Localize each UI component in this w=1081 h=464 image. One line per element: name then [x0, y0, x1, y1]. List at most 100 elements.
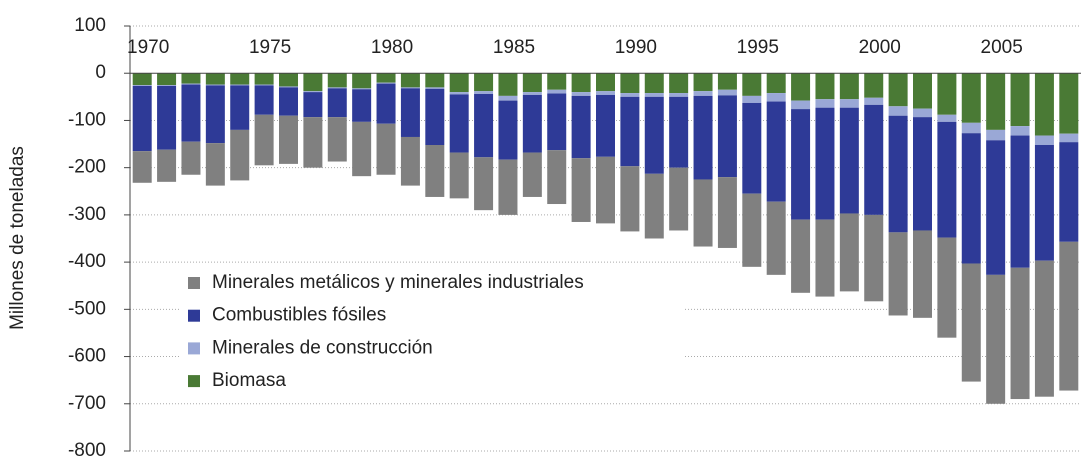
bar-segment	[644, 96, 664, 174]
bar-segment	[327, 117, 347, 162]
bar-segment	[766, 201, 786, 275]
bar-segment	[254, 73, 274, 85]
bar-segment	[157, 85, 177, 150]
bar-segment	[791, 109, 811, 220]
bar-segment	[449, 152, 469, 199]
bar-segment	[1059, 73, 1079, 134]
bar-segment	[596, 156, 615, 224]
bar-segment	[913, 230, 932, 318]
bar-segment	[864, 73, 884, 98]
bar-segment	[498, 95, 518, 101]
legend-label: Biomasa	[212, 370, 286, 391]
x-tick-label: 1980	[371, 37, 413, 58]
bar-segment	[937, 237, 957, 338]
bar-segment	[937, 73, 957, 115]
bar-segment	[132, 151, 152, 183]
bar-segment	[303, 91, 323, 93]
bar-segment	[596, 73, 615, 92]
bar-segment	[425, 87, 445, 89]
bar-segment	[961, 133, 981, 264]
bar-segment	[376, 123, 396, 175]
bar-segment	[254, 85, 274, 115]
bar-segment	[913, 108, 932, 118]
bar-segment	[717, 73, 737, 90]
bar-segment	[230, 129, 250, 181]
bar-segment	[449, 92, 469, 95]
y-tick-label: -300	[68, 204, 106, 225]
bar-segment	[474, 91, 494, 94]
bar-segment	[620, 93, 640, 97]
bar-segment	[205, 143, 225, 186]
bar-segment	[571, 95, 591, 159]
bar-segment	[205, 85, 225, 144]
bar-segment	[522, 94, 542, 153]
bar-segment	[230, 84, 250, 86]
bar-segment	[669, 93, 689, 97]
y-tick-label: -500	[68, 298, 106, 319]
bar-segment	[742, 193, 762, 267]
bar-segment	[474, 73, 494, 92]
bar-segment	[888, 115, 908, 233]
bar-segment	[888, 106, 908, 116]
bar-segment	[352, 88, 372, 90]
y-tick-label: 0	[95, 62, 106, 83]
bar-segment	[571, 92, 591, 96]
y-tick-label: -100	[68, 109, 106, 130]
bar-segment	[498, 159, 518, 215]
bar-segment	[352, 89, 372, 122]
bars	[132, 73, 1079, 404]
bar-segment	[425, 73, 445, 88]
bar-segment	[157, 149, 177, 182]
bar-segment	[157, 85, 177, 86]
bar-segment	[888, 232, 908, 316]
y-tick-label: -600	[68, 346, 106, 367]
bar-segment	[742, 73, 762, 96]
bar-segment	[279, 73, 298, 87]
x-tick-label: 2005	[981, 37, 1023, 58]
bar-segment	[669, 96, 689, 168]
bar-segment	[986, 140, 1006, 275]
bar-segment	[717, 95, 737, 178]
bar-segment	[400, 88, 420, 137]
bar-segment	[839, 213, 859, 292]
y-tick-label: -700	[68, 393, 106, 414]
bar-segment	[571, 73, 591, 93]
bar-segment	[327, 87, 347, 89]
bar-segment	[864, 104, 884, 215]
bar-segment	[620, 96, 640, 167]
bar-segment	[522, 92, 542, 95]
bar-segment	[1059, 142, 1079, 242]
bar-segment	[254, 84, 274, 86]
bar-segment	[522, 73, 542, 93]
bar-segment	[279, 87, 298, 116]
x-tick-label: 2000	[859, 37, 901, 58]
bar-segment	[815, 73, 835, 100]
bar-segment	[1010, 126, 1030, 136]
bar-segment	[986, 73, 1006, 130]
x-tick-label: 1970	[127, 37, 169, 58]
bar-segment	[1034, 135, 1054, 145]
bar-segment	[937, 114, 957, 122]
bar-segment	[742, 102, 762, 194]
legend-label: Minerales metálicos y minerales industri…	[212, 272, 584, 293]
bar-segment	[303, 117, 323, 168]
bar-segment	[839, 99, 859, 108]
bar-segment	[839, 107, 859, 214]
bar-segment	[937, 121, 957, 238]
bar-segment	[376, 82, 396, 84]
bar-segment	[132, 85, 152, 86]
bar-segment	[1010, 73, 1030, 127]
bar-segment	[717, 89, 737, 96]
bar-segment	[961, 122, 981, 134]
legend-label: Combustibles fósiles	[212, 305, 386, 326]
x-tick-label: 1975	[249, 37, 291, 58]
x-tick-label: 1985	[493, 37, 535, 58]
y-tick-label: -800	[68, 440, 106, 459]
bar-segment	[425, 88, 445, 145]
y-tick-label: 100	[74, 15, 106, 36]
bar-segment	[717, 177, 737, 248]
bar-segment	[693, 95, 713, 180]
bar-segment	[913, 117, 932, 231]
bar-segment	[376, 73, 396, 83]
